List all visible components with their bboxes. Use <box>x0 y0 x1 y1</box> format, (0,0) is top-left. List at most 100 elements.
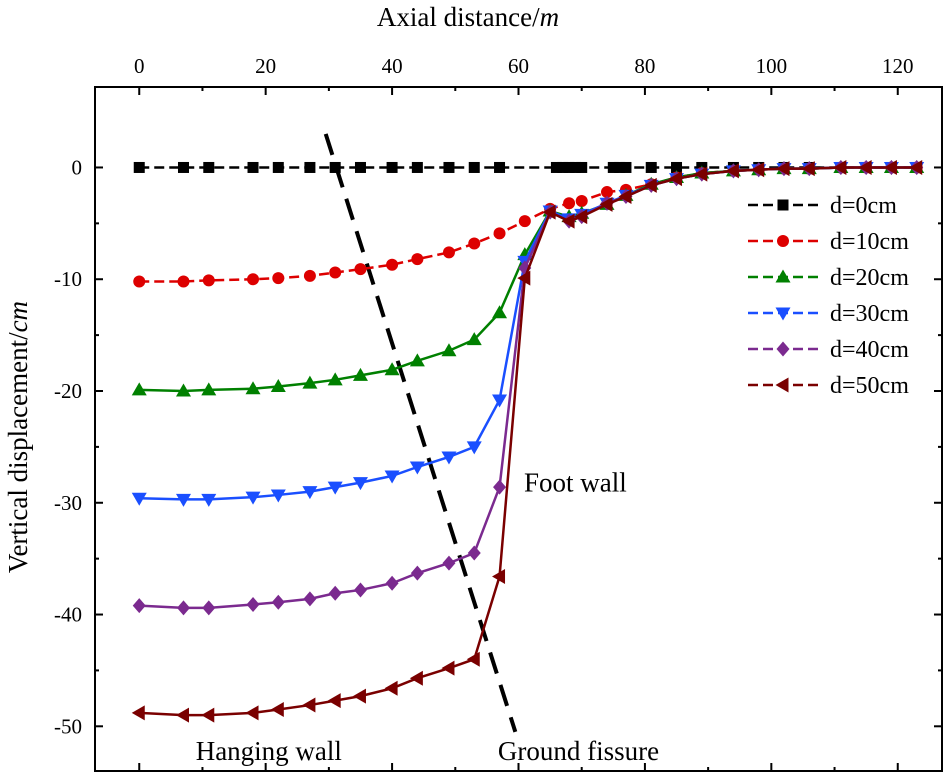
data-point <box>131 705 145 721</box>
y-axis-title: Vertical displacement/cm <box>3 301 33 573</box>
data-point <box>302 375 318 389</box>
data-point <box>354 161 366 173</box>
x-tick-label: 20 <box>255 54 276 78</box>
data-point <box>302 486 318 500</box>
data-point <box>775 307 791 321</box>
data-point <box>563 161 575 173</box>
data-point <box>245 491 261 505</box>
data-point <box>442 555 456 571</box>
data-point <box>443 161 455 173</box>
y-tick-label: -40 <box>54 603 82 627</box>
data-point <box>441 343 457 357</box>
data-point <box>303 591 317 607</box>
data-point <box>131 382 147 396</box>
data-point <box>328 585 342 601</box>
data-point <box>175 707 189 723</box>
data-point <box>492 305 508 319</box>
data-point <box>599 196 613 212</box>
legend-item: d=30cm <box>748 301 909 327</box>
data-point <box>557 161 569 173</box>
data-point <box>518 215 531 228</box>
data-point <box>272 272 285 285</box>
data-point <box>574 209 588 225</box>
legend-item: d=0cm <box>748 193 897 219</box>
data-point <box>202 274 215 287</box>
x-tick-label: 120 <box>882 54 914 78</box>
data-point <box>201 707 215 723</box>
data-point <box>131 492 147 506</box>
data-point <box>385 575 399 591</box>
x-tick-label: 80 <box>634 54 655 78</box>
data-point <box>467 545 481 561</box>
data-point <box>614 161 626 173</box>
data-point <box>353 582 367 598</box>
legend-item: d=50cm <box>748 373 909 399</box>
data-point <box>694 166 708 182</box>
annotation-label: Foot wall <box>524 468 627 498</box>
data-point <box>176 600 190 616</box>
data-point <box>352 367 368 381</box>
data-point <box>352 477 368 491</box>
data-point <box>801 161 815 177</box>
data-point <box>270 702 284 718</box>
data-point <box>725 163 739 179</box>
x-tick-label: 100 <box>756 54 788 78</box>
data-point <box>466 441 482 455</box>
series-6 <box>131 159 923 723</box>
data-point <box>247 273 260 286</box>
data-point <box>561 213 575 229</box>
y-tick-label: -50 <box>54 714 82 738</box>
plot-frame <box>94 86 943 772</box>
data-point <box>202 600 216 616</box>
annotations-group: Foot wall Hanging wall Ground fissure <box>196 468 659 766</box>
legend-label: d=40cm <box>830 337 909 363</box>
data-point <box>575 195 588 207</box>
data-point <box>386 161 398 173</box>
data-point <box>201 493 217 507</box>
data-point <box>270 379 286 393</box>
data-point <box>563 197 576 210</box>
data-point <box>492 394 508 408</box>
data-point <box>775 377 789 393</box>
data-point <box>354 263 367 276</box>
series-group <box>131 159 925 723</box>
x-axis-title: Axial distance/m <box>377 2 559 32</box>
data-point <box>442 246 455 259</box>
data-point <box>576 161 588 173</box>
data-point <box>272 161 284 173</box>
data-point <box>175 383 191 397</box>
legend-label: d=50cm <box>830 373 909 399</box>
data-point <box>245 381 261 395</box>
data-point <box>384 680 398 696</box>
data-point <box>327 372 343 386</box>
data-point <box>329 161 341 173</box>
data-point <box>302 697 316 713</box>
data-point <box>600 186 613 199</box>
annotation-label: Hanging wall <box>196 736 342 766</box>
data-point <box>645 161 657 173</box>
data-point <box>411 253 424 266</box>
x-tick-label: 40 <box>382 54 403 78</box>
data-point <box>177 275 190 288</box>
data-point <box>669 171 683 187</box>
legend: d=0cm d=10cm d=20cm d=30cm d=40cm d=50cm <box>748 193 909 399</box>
data-point <box>777 235 789 247</box>
legend-label: d=30cm <box>830 301 909 327</box>
data-point <box>466 332 482 346</box>
data-point <box>493 227 506 240</box>
data-point <box>468 237 481 250</box>
y-tick-label: -30 <box>54 491 82 515</box>
data-point <box>643 177 657 193</box>
data-point <box>441 451 457 465</box>
data-point <box>384 470 400 484</box>
y-tick-label: -10 <box>54 267 82 291</box>
data-point <box>858 159 872 175</box>
data-point <box>352 688 366 704</box>
legend-item: d=20cm <box>748 265 909 291</box>
data-point <box>132 598 146 614</box>
data-point <box>133 161 145 173</box>
data-point <box>409 670 423 686</box>
data-point <box>201 382 217 396</box>
y-tick-label: 0 <box>72 155 83 179</box>
